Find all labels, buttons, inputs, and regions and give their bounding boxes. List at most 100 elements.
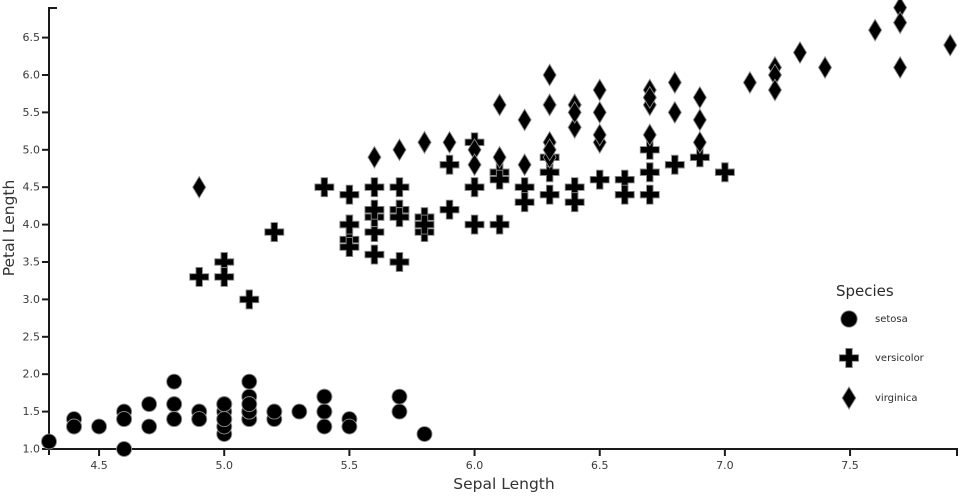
point-setosa: [141, 396, 158, 413]
point-versicolor: [389, 207, 410, 228]
point-versicolor: [564, 177, 585, 198]
point-virginica: [868, 18, 883, 42]
point-virginica: [592, 78, 607, 102]
x-tick-label: 7.5: [841, 459, 859, 472]
point-setosa: [216, 411, 233, 428]
point-setosa: [391, 388, 408, 405]
point-setosa: [41, 433, 57, 450]
y-tick-label: 6.0: [23, 69, 41, 82]
point-versicolor: [664, 154, 685, 175]
point-versicolor: [414, 214, 435, 235]
legend-title: Species: [836, 282, 894, 300]
point-versicolor: [514, 192, 535, 213]
point-setosa: [141, 418, 158, 435]
point-versicolor: [514, 177, 535, 198]
point-virginica: [767, 78, 782, 102]
point-versicolor: [389, 252, 410, 272]
y-tick-label: 2.0: [23, 368, 41, 381]
point-virginica: [742, 70, 757, 95]
point-setosa: [116, 411, 133, 428]
point-virginica: [667, 70, 682, 95]
y-tick-label: 5.0: [23, 143, 41, 156]
point-virginica: [692, 130, 707, 154]
point-versicolor: [189, 267, 210, 287]
point-setosa: [66, 418, 82, 435]
point-versicolor: [614, 169, 635, 190]
point-setosa: [341, 418, 358, 435]
x-axis-title: Sepal Length: [453, 475, 554, 493]
point-setosa: [266, 403, 283, 420]
point-versicolor: [389, 177, 410, 198]
point-virginica: [567, 100, 582, 125]
point-virginica: [567, 115, 582, 139]
point-setosa: [91, 418, 108, 435]
point-setosa: [216, 396, 233, 413]
point-setosa: [166, 373, 183, 390]
point-virginica: [517, 153, 532, 177]
point-setosa: [316, 418, 333, 435]
point-virginica: [642, 85, 657, 110]
x-tick-label: 6.5: [591, 459, 609, 472]
y-tick-label: 1.0: [23, 443, 41, 456]
point-versicolor: [364, 244, 385, 265]
point-virginica: [792, 40, 808, 65]
y-tick-label: 3.0: [23, 293, 41, 306]
legend: Species setosa versicolor virginica: [830, 282, 960, 417]
point-versicolor: [314, 177, 335, 198]
point-virginica: [392, 138, 407, 162]
point-virginica: [367, 145, 382, 169]
y-tick-label: 6.5: [23, 31, 41, 44]
point-versicolor: [364, 199, 385, 220]
x-tick-label: 7.0: [716, 459, 734, 472]
point-versicolor: [489, 169, 510, 190]
legend-item-versicolor: versicolor: [830, 345, 924, 371]
y-tick-label: 1.5: [23, 405, 41, 418]
point-virginica: [893, 11, 908, 35]
point-versicolor: [714, 162, 735, 183]
point-virginica: [817, 55, 833, 80]
point-setosa: [191, 411, 208, 428]
point-versicolor: [464, 214, 485, 235]
point-versicolor: [214, 252, 235, 272]
point-setosa: [316, 388, 333, 405]
point-versicolor: [614, 184, 635, 205]
point-versicolor: [564, 192, 585, 213]
point-versicolor: [239, 289, 260, 310]
point-virginica: [492, 93, 507, 117]
point-virginica: [417, 130, 432, 154]
legend-item-setosa: setosa: [830, 306, 908, 332]
legend-label-virginica: virginica: [875, 392, 918, 404]
point-setosa: [116, 441, 133, 457]
point-versicolor: [439, 154, 460, 175]
y-tick-label: 3.5: [23, 256, 41, 269]
point-virginica: [592, 123, 607, 147]
point-versicolor: [364, 177, 385, 198]
point-virginica: [667, 100, 682, 125]
point-versicolor: [339, 214, 360, 235]
point-versicolor: [589, 169, 610, 190]
point-virginica: [542, 138, 557, 162]
point-setosa: [241, 373, 258, 390]
point-virginica: [542, 93, 557, 117]
plus-marker-icon: [838, 347, 860, 369]
point-setosa: [241, 396, 258, 413]
point-versicolor: [639, 184, 660, 205]
point-setosa: [316, 403, 333, 420]
y-tick-label: 5.5: [23, 106, 41, 119]
x-tick-label: 6.0: [466, 459, 484, 472]
x-tick-label: 5.0: [215, 459, 233, 472]
y-tick-label: 4.5: [23, 181, 41, 194]
y-tick-label: 2.5: [23, 330, 41, 343]
point-virginica: [467, 153, 482, 177]
point-versicolor: [339, 237, 360, 257]
point-versicolor: [489, 214, 510, 235]
x-tick-label: 4.5: [90, 459, 108, 472]
legend-label-versicolor: versicolor: [875, 352, 924, 364]
point-versicolor: [339, 184, 360, 205]
y-tick-label: 4.0: [23, 218, 41, 231]
point-setosa: [291, 403, 308, 420]
point-versicolor: [639, 162, 660, 183]
point-setosa: [166, 411, 183, 428]
